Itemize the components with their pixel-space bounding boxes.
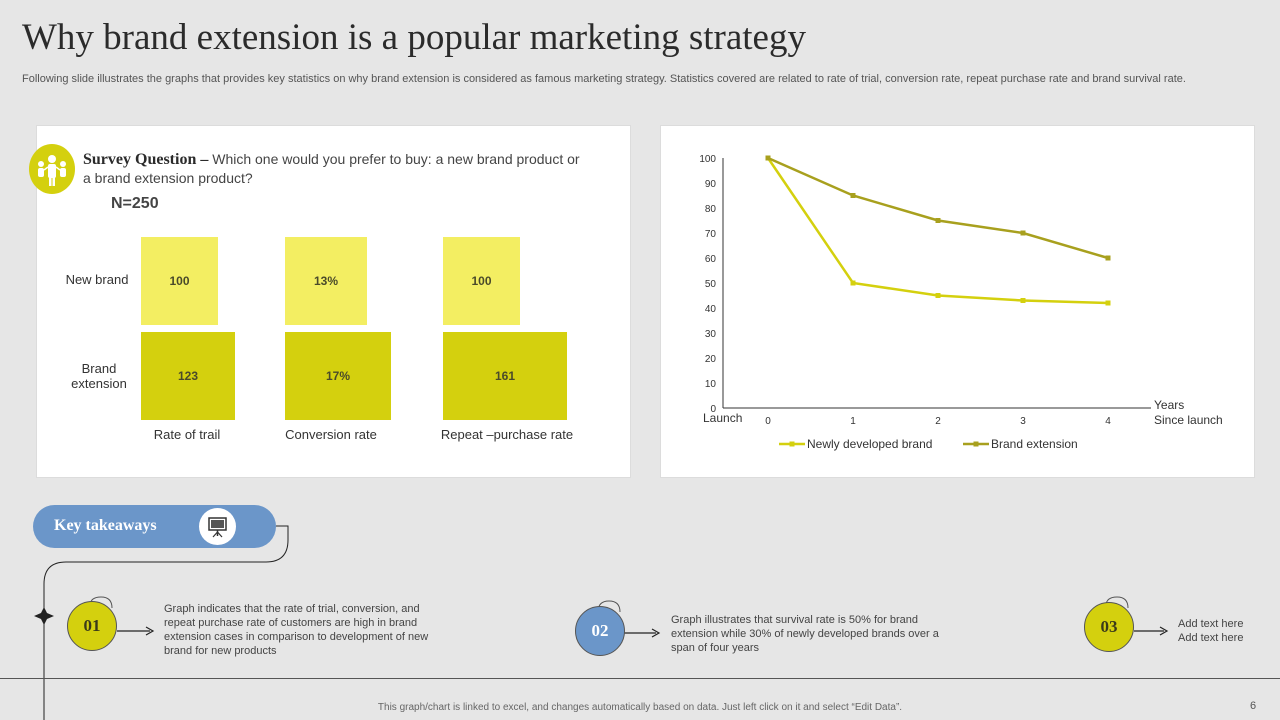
y-tick-label: 80 — [705, 204, 717, 215]
series-point-1 — [1105, 255, 1111, 261]
y-tick-label: 20 — [705, 354, 717, 365]
x-tick-label: 3 — [1020, 416, 1026, 427]
cell-new-brand-repeat: 100 — [443, 237, 520, 325]
y-tick-label: 0 — [710, 404, 716, 415]
legend-label-1: Brand extension — [991, 437, 1078, 451]
column-label-trial: Rate of trail — [153, 427, 221, 442]
y-tick-label: 50 — [705, 279, 717, 290]
footer-note: This graph/chart is linked to excel, and… — [377, 702, 903, 713]
series-point-0 — [1020, 298, 1026, 303]
sample-size-label: N=250 — [111, 195, 159, 212]
cell-new-brand-conversion: 13% — [285, 237, 367, 325]
series-point-1 — [935, 218, 941, 223]
x-tick-label: 1 — [850, 416, 856, 427]
survey-question: Survey Question – Which one would you pr… — [83, 150, 583, 187]
cell-extension-trial: 123 — [141, 332, 235, 420]
y-tick-label: 30 — [705, 329, 717, 340]
legend-marker-1 — [973, 441, 979, 447]
column-label-repeat: Repeat –purchase rate — [440, 427, 574, 442]
x-tick-label: 4 — [1105, 416, 1111, 427]
x-axis-label-line2: Since launch — [1154, 413, 1223, 427]
cell-new-brand-trial: 100 — [141, 237, 218, 325]
survey-panel: Survey Question – Which one would you pr… — [29, 125, 631, 478]
series-point-1 — [765, 155, 771, 161]
series-point-0 — [850, 280, 856, 286]
line-chart-panel: 0 10 20 30 40 50 60 70 80 90 100 0 1 2 3 4 Launch Years Si… — [660, 125, 1255, 478]
series-point-0 — [935, 293, 941, 298]
y-tick-label: 60 — [705, 254, 717, 265]
takeaway-text-01: Graph indicates that the rate of trial, … — [164, 603, 429, 657]
takeaway-badge-03: 03 — [1084, 602, 1134, 652]
takeaway-text-03: Add text here Add text here — [1178, 618, 1244, 644]
survey-question-label: Survey Question – — [83, 151, 209, 168]
footer-divider — [0, 678, 1280, 679]
y-tick-label: 90 — [705, 179, 717, 190]
y-tick-label: 70 — [705, 229, 717, 240]
takeaway-badge-02: 02 — [575, 606, 625, 656]
key-takeaways-pill: Key takeaways — [33, 505, 276, 548]
key-takeaways-title: Key takeaways — [54, 517, 157, 534]
legend-label-0: Newly developed brand — [807, 437, 932, 451]
x-tick-label: 2 — [935, 416, 941, 427]
column-label-conversion: Conversion rate — [285, 427, 377, 442]
series-point-0 — [1105, 300, 1111, 306]
row-label-brand-extension: Brand extension — [71, 361, 127, 391]
y-tick-label: 100 — [699, 154, 716, 165]
series-line-1 — [767, 156, 1109, 260]
page-number: 6 — [1250, 700, 1257, 712]
x-start-label: Launch — [703, 411, 742, 425]
survey-question-text: Which one would you prefer to buy: a new… — [83, 151, 580, 186]
y-tick-label: 40 — [705, 304, 717, 315]
presentation-board-icon — [199, 508, 236, 545]
cell-extension-repeat: 161 — [443, 332, 567, 420]
row-label-new-brand: New brand — [65, 272, 129, 287]
page-subtitle: Following slide illustrates the graphs t… — [22, 73, 1186, 85]
legend-marker-0 — [789, 441, 795, 447]
series-point-1 — [1020, 230, 1026, 236]
page-title: Why brand extension is a popular marketi… — [22, 17, 806, 58]
people-icon — [29, 144, 75, 194]
series-point-1 — [850, 193, 856, 198]
line-chart: 0 10 20 30 40 50 60 70 80 90 100 0 1 2 3 4 Launch YearsSi… — [699, 154, 1223, 451]
takeaway-badge-01: 01 — [67, 601, 117, 651]
cell-extension-conversion: 17% — [285, 332, 391, 420]
x-tick-label: 0 — [765, 416, 771, 427]
takeaway-text-02: Graph illustrates that survival rate is … — [671, 614, 939, 654]
x-axis-label-line1: Years — [1154, 398, 1184, 412]
y-tick-label: 10 — [705, 379, 717, 390]
